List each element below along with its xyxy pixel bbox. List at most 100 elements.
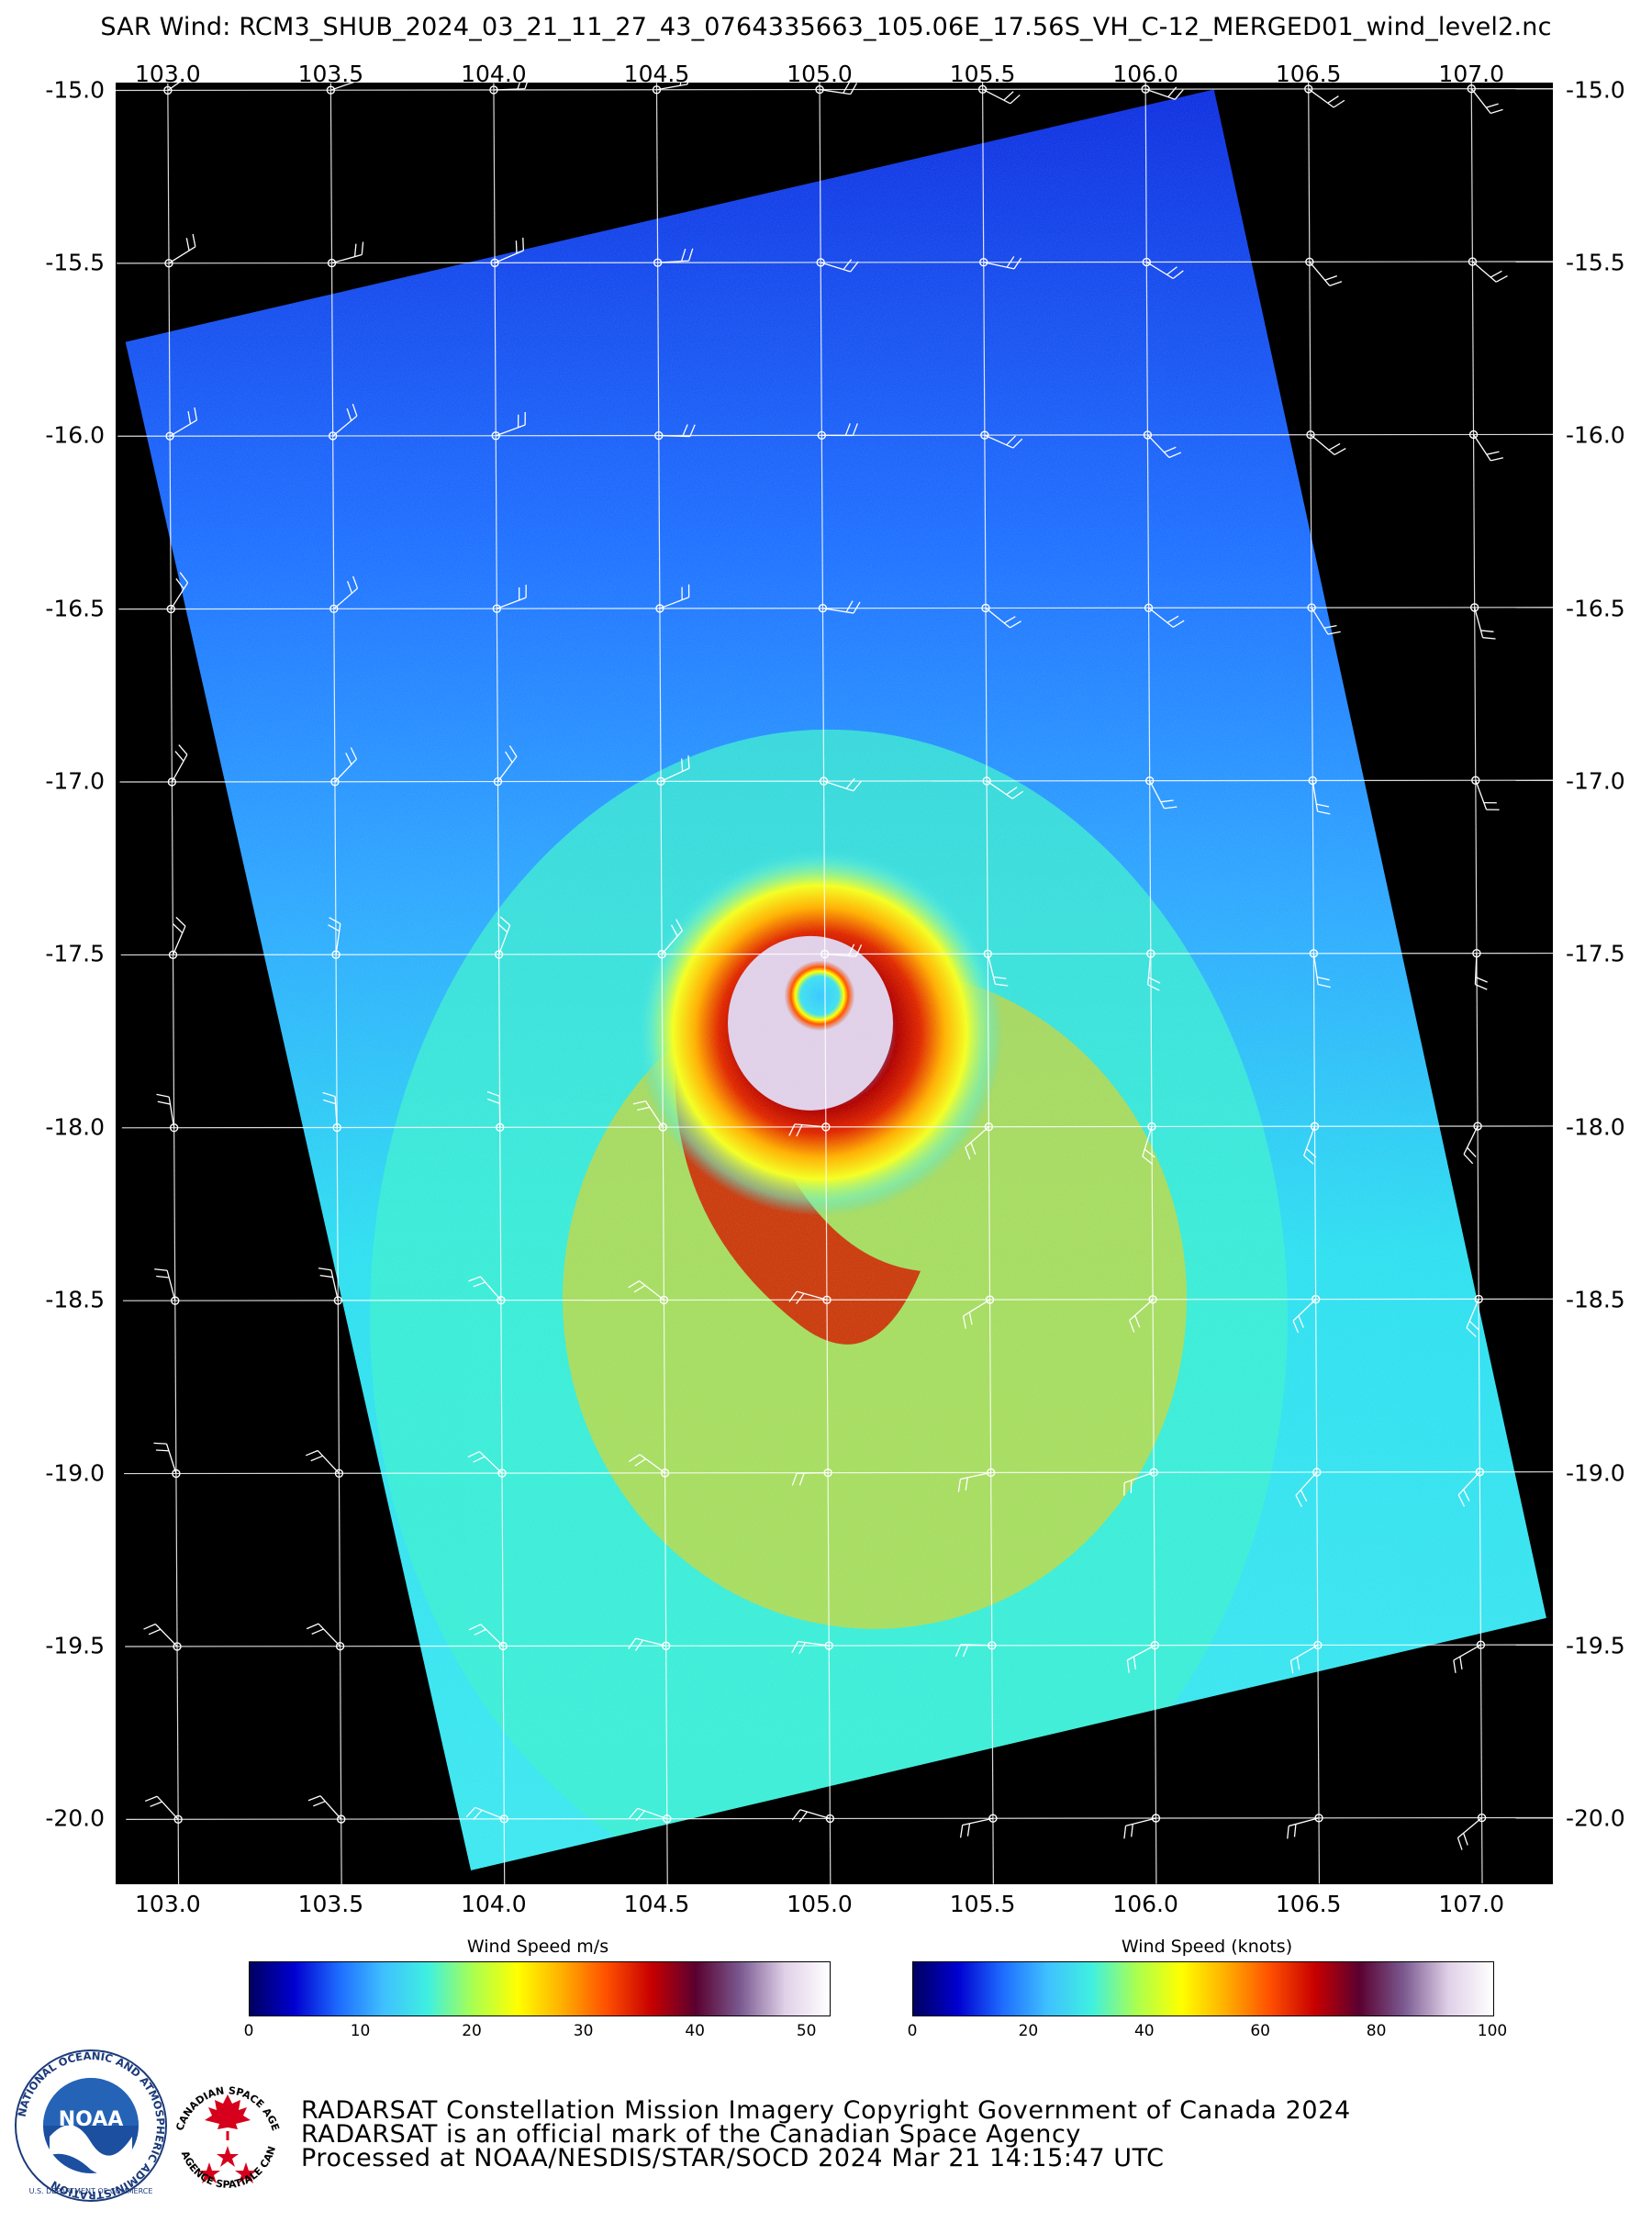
- wind-barb: [332, 403, 358, 437]
- grid-node: [825, 1814, 835, 1824]
- noaa-logo: NATIONAL OCEANIC AND ATMOSPHERIC ADMINIS…: [15, 2049, 167, 2202]
- wind-barb: [962, 1299, 990, 1329]
- meridian-line: [655, 83, 668, 1884]
- wind-barb: [1149, 780, 1178, 810]
- wind-barb: [1457, 1471, 1480, 1507]
- grid-node: [819, 776, 829, 786]
- meridian-line: [1470, 83, 1483, 1884]
- grid-node: [1471, 776, 1480, 785]
- wind-barb: [1311, 607, 1341, 635]
- parallel-line: [117, 261, 1553, 264]
- wind-barb: [788, 1290, 828, 1304]
- grid-node: [494, 950, 504, 959]
- wind-barb: [333, 575, 359, 609]
- wind-barbs: [143, 83, 1508, 1850]
- wind-barb: [168, 233, 196, 264]
- lon-tick-label: 106.5: [1275, 1891, 1342, 1917]
- wind-barb: [1295, 1471, 1318, 1508]
- wind-barb: [656, 83, 689, 91]
- wind-barb: [307, 1795, 342, 1820]
- parallel-line: [125, 1644, 1553, 1647]
- wind-barb: [1470, 88, 1503, 115]
- grid-node: [1467, 84, 1476, 94]
- grid-node: [327, 258, 337, 268]
- parallel-line: [118, 607, 1553, 610]
- grid-node: [1314, 1814, 1323, 1823]
- colorbar-tick-label: 60: [1250, 2022, 1271, 2040]
- wind-barb: [170, 572, 189, 609]
- grid-node: [822, 1295, 832, 1304]
- grid-node: [1468, 257, 1478, 266]
- parallel-line: [122, 1298, 1553, 1301]
- lat-tick-label: -18.0: [45, 1113, 105, 1141]
- lat-tick-label: -20.0: [1566, 1804, 1625, 1832]
- wind-barb: [659, 584, 690, 609]
- wind-barb: [1289, 1644, 1319, 1674]
- wind-barb: [824, 944, 863, 957]
- image-title: SAR Wind: RCM3_SHUB_2024_03_21_11_27_43_…: [100, 13, 1552, 41]
- colorbar-tick-label: 100: [1477, 2022, 1508, 2040]
- grid-node: [985, 1295, 995, 1304]
- lon-tick-label: 104.0: [461, 1891, 527, 1917]
- lat-tick-label: -19.0: [45, 1459, 105, 1487]
- wind-barb: [306, 1623, 341, 1647]
- grid-node: [656, 776, 665, 787]
- grid-node: [337, 1814, 346, 1824]
- lat-tick-label: -16.0: [45, 421, 105, 449]
- grid-node: [1149, 1468, 1158, 1477]
- wind-barb: [1309, 261, 1343, 286]
- grid-node: [335, 1641, 345, 1651]
- parallel-line: [116, 87, 1553, 92]
- wind-speed-map[interactable]: [116, 83, 1553, 1884]
- grid-node: [984, 1122, 994, 1132]
- meridian-line: [1144, 83, 1157, 1884]
- grid-node: [977, 84, 988, 95]
- wind-barb: [1474, 607, 1496, 640]
- grid-node: [1476, 1640, 1486, 1649]
- colorbar-tick-label: 40: [685, 2022, 705, 2040]
- grid-node: [1147, 1122, 1156, 1132]
- grid-node: [658, 1122, 667, 1132]
- wind-barb: [1312, 953, 1331, 988]
- grid-node: [167, 777, 177, 787]
- grid-node: [1151, 1814, 1161, 1823]
- grid-node: [166, 604, 175, 614]
- lat-lon-grid: [116, 83, 1553, 1884]
- svg-text:NOAA: NOAA: [59, 2108, 124, 2131]
- wind-barb: [954, 1644, 992, 1658]
- grid-node: [1313, 1640, 1323, 1650]
- grid-node: [499, 1814, 508, 1824]
- wind-barb: [986, 780, 1024, 799]
- wind-barb: [330, 83, 355, 91]
- lat-tick-label: -19.5: [45, 1632, 105, 1659]
- wind-barb: [1147, 954, 1161, 991]
- wind-barb: [143, 1623, 178, 1647]
- grid-node: [659, 1295, 669, 1305]
- grid-node: [492, 604, 502, 613]
- wind-barb: [468, 1276, 502, 1301]
- svg-text:U.S. DEPARTMENT OF COMMERCE: U.S. DEPARTMENT OF COMMERCE: [29, 2187, 153, 2195]
- grid-node: [661, 1641, 671, 1650]
- wind-barb: [820, 259, 859, 273]
- wind-barb: [629, 1807, 668, 1822]
- lat-tick-label: -18.5: [1566, 1286, 1625, 1313]
- meridian-line: [1308, 83, 1321, 1884]
- wind-barb: [1146, 434, 1182, 459]
- wind-barb: [495, 411, 526, 437]
- footer-trademark: RADARSAT is an official mark of the Cana…: [301, 2120, 1081, 2149]
- lat-tick-label: -19.5: [1566, 1632, 1625, 1659]
- grid-node: [663, 1814, 672, 1824]
- wind-barb: [1126, 1645, 1155, 1673]
- wind-barb: [819, 83, 858, 95]
- grid-node: [979, 258, 988, 267]
- wind-barb: [497, 585, 527, 609]
- lat-tick-label: -17.0: [1566, 767, 1625, 795]
- colorbar-tick-label: 20: [462, 2022, 482, 2040]
- parallel-line: [121, 1125, 1553, 1129]
- grid-node: [491, 431, 500, 441]
- grid-node: [816, 258, 825, 267]
- wind-barb: [322, 1091, 338, 1128]
- grid-node: [660, 1468, 670, 1478]
- wind-barb: [987, 954, 1009, 987]
- wind-barb: [467, 1450, 503, 1474]
